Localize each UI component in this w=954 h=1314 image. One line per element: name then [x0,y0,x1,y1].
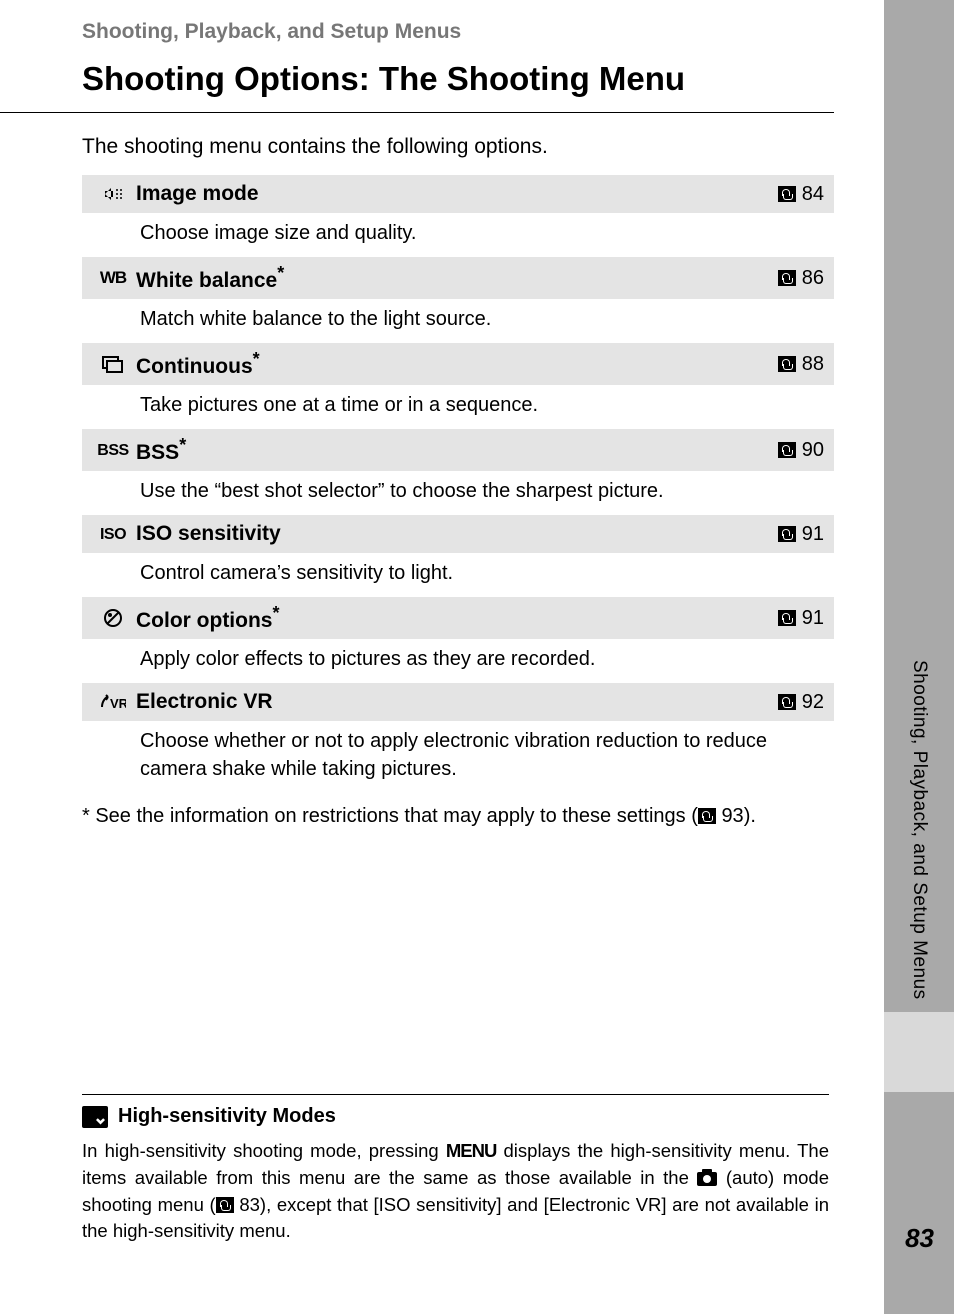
option-page-ref: 84 [778,183,824,206]
intro-text: The shooting menu contains the following… [0,113,884,175]
bss-icon: BSS [90,440,136,460]
option-description: Use the “best shot selector” to choose t… [82,471,834,515]
option-label: White balance* [136,263,778,293]
option-row: VR Electronic VR92 [82,683,834,721]
option-page-ref: 88 [778,353,824,376]
reference-icon [778,270,796,286]
option-page-ref: 91 [778,607,824,630]
footnote-prefix: * See the information on restrictions th… [82,805,698,827]
section-label: Shooting, Playback, and Setup Menus [82,20,834,54]
option-label: Electronic VR [136,690,778,714]
option-row: Continuous*88 [82,343,834,385]
reference-icon [778,526,796,542]
evr-icon: VR [90,693,136,711]
note-heading-text: High-sensitivity Modes [118,1105,336,1128]
option-description: Choose image size and quality. [82,213,834,257]
reference-icon [216,1197,234,1213]
option-label: ISO sensitivity [136,522,778,546]
header: Shooting, Playback, and Setup Menus Shoo… [0,0,834,113]
image-mode-icon [90,185,136,203]
footnote-suffix: ). [744,805,756,827]
option-page-ref: 90 [778,439,824,462]
option-page-ref: 86 [778,267,824,290]
reference-icon [778,186,796,202]
camera-icon [697,1172,717,1186]
reference-icon [778,610,796,626]
note-heading: High-sensitivity Modes [82,1105,829,1138]
option-page-ref: 91 [778,523,824,546]
shooting-options-table: Image mode84Choose image size and qualit… [82,175,834,793]
wb-icon: WB [90,268,136,288]
option-row: WBWhite balance*86 [82,257,834,299]
option-description: Match white balance to the light source. [82,299,834,343]
option-description: Take pictures one at a time or in a sequ… [82,385,834,429]
footnote: * See the information on restrictions th… [0,793,884,828]
reference-icon [778,356,796,372]
side-tab-block [884,1012,954,1092]
option-label: Continuous* [136,349,778,379]
note-box: High-sensitivity Modes In high-sensitivi… [82,1094,829,1245]
option-row: BSSBSS*90 [82,429,834,471]
note-body: In high-sensitivity shooting mode, press… [82,1138,829,1245]
option-description: Apply color effects to pictures as they … [82,639,834,683]
side-tab-text: Shooting, Playback, and Setup Menus [908,660,930,1012]
option-label: Color options* [136,603,778,633]
note-text: In high-sensitivity shooting mode, press… [82,1140,446,1161]
option-description: Choose whether or not to apply electroni… [82,721,834,793]
note-icon [82,1106,108,1128]
option-label: Image mode [136,182,778,206]
option-page-ref: 92 [778,691,824,714]
footnote-page: 93 [721,805,743,827]
svg-text:VR: VR [110,696,126,711]
reference-icon [778,442,796,458]
continuous-icon [90,355,136,373]
option-description: Control camera’s sensitivity to light. [82,553,834,597]
option-label: BSS* [136,435,778,465]
option-row: Image mode84 [82,175,834,213]
page-title: Shooting Options: The Shooting Menu [82,54,834,112]
side-tab: Shooting, Playback, and Setup Menus [884,660,954,1092]
menu-glyph: MENU [446,1140,496,1161]
option-row: ISOISO sensitivity91 [82,515,834,553]
color-icon [90,608,136,628]
option-row: Color options*91 [82,597,834,639]
iso-icon: ISO [90,524,136,544]
reference-icon [698,808,716,824]
reference-icon [778,694,796,710]
note-ref-page: 83 [239,1194,260,1215]
page-number: 83 [905,1223,934,1254]
